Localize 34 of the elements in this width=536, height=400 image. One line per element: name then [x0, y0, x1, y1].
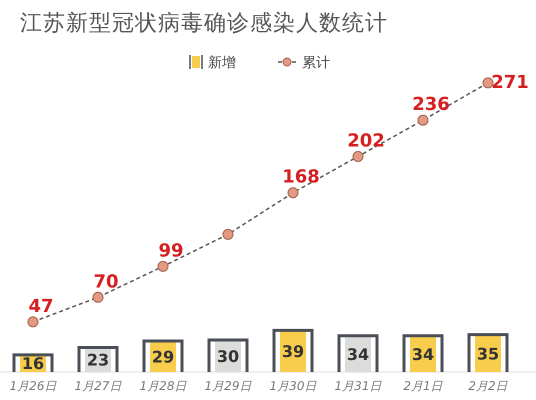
point — [28, 316, 38, 328]
x-tick-label: 1月29日 — [204, 379, 252, 393]
data-label: 271 — [491, 72, 529, 93]
point — [418, 114, 428, 126]
data-label: 30 — [216, 346, 240, 366]
x-tick-label: 1月26日 — [10, 379, 58, 393]
x-tick-label: 2月1日 — [403, 379, 444, 393]
x-tick-label: 1月28日 — [140, 379, 188, 393]
point — [482, 77, 494, 88]
data-label: 34 — [346, 344, 370, 364]
data-label: 34 — [412, 344, 434, 364]
data-label: 39 — [282, 342, 304, 362]
data-label: 35 — [476, 344, 500, 364]
data-label: 16 — [22, 354, 44, 373]
point — [92, 292, 104, 303]
point — [288, 187, 298, 198]
x-tick-label: 2月2日 — [468, 379, 509, 393]
data-label: 47 — [28, 296, 54, 317]
x-tick-label: 1月31日 — [334, 379, 382, 393]
legend-label: 累计 — [302, 55, 330, 71]
point — [352, 150, 364, 162]
data-label: 168 — [282, 166, 320, 188]
data-label: 23 — [86, 350, 110, 370]
chart-title: 江苏新型冠状病毒确诊感染人数统计 — [20, 11, 388, 36]
point — [222, 228, 234, 240]
x-tick-label: 1月27日 — [74, 379, 122, 393]
legend-label: 新增 — [208, 55, 236, 71]
data-label: 99 — [158, 240, 184, 262]
data-label: 202 — [347, 130, 385, 152]
data-label: 29 — [152, 348, 174, 367]
data-label: 236 — [412, 94, 450, 116]
data-label: 70 — [93, 271, 119, 292]
point — [158, 260, 168, 272]
x-tick-label: 1月30日 — [270, 379, 318, 393]
